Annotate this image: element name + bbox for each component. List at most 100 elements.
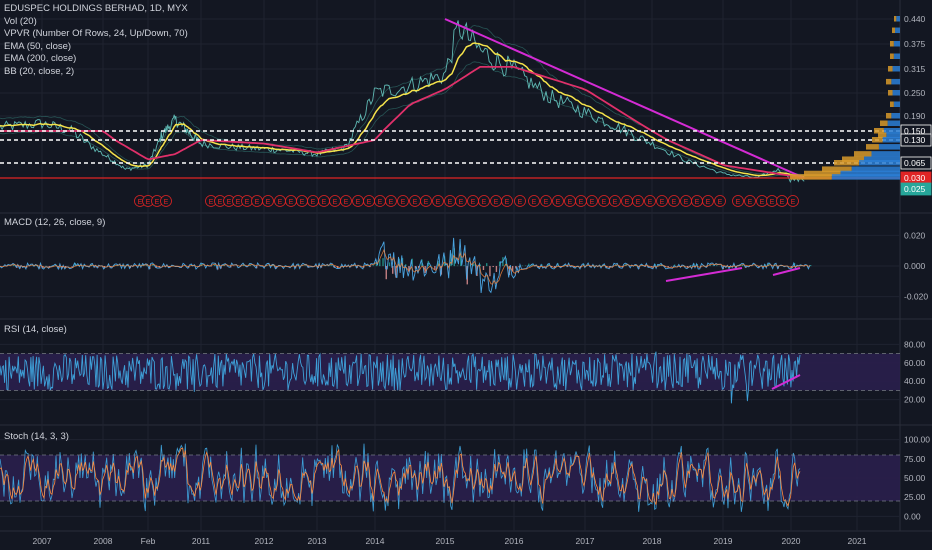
volume-profile-bar-up <box>893 101 900 107</box>
earnings-marker-label: E <box>255 199 260 206</box>
macd-line <box>0 237 811 294</box>
macd-histogram-bar <box>605 266 608 268</box>
volume-profile-bar-down <box>842 156 865 162</box>
rsi-tick-label: 60.00 <box>904 358 926 368</box>
support-levels <box>0 18 900 502</box>
price-level-badge-label: 0.150 <box>904 126 926 136</box>
price-level-badge-label: 0.065 <box>904 158 926 168</box>
rsi-tick-label: 80.00 <box>904 339 926 349</box>
earnings-marker <box>714 195 726 207</box>
earnings-marker-label: E <box>289 199 294 206</box>
earnings-marker-label: E <box>544 199 549 206</box>
volume-profile-bar-up <box>891 78 900 85</box>
price-level-badge <box>900 156 932 170</box>
earnings-marker-label: E <box>494 199 499 206</box>
stoch-tick-label: 25.00 <box>904 492 926 502</box>
price-tick-label: 0.440 <box>904 14 926 24</box>
rsi-legend[interactable]: RSI (14, close) <box>4 324 67 335</box>
volume-profile-bar-down <box>886 113 892 119</box>
earnings-marker-label: E <box>660 199 665 206</box>
earnings-marker-label: E <box>695 199 700 206</box>
earnings-marker-label: E <box>227 199 232 206</box>
macd-histogram-bar <box>547 263 549 267</box>
macd-histogram-bar <box>709 265 711 267</box>
earnings-marker <box>787 195 799 207</box>
macd-histogram-bar <box>388 262 391 267</box>
stoch-legend[interactable]: Stoch (14, 3, 3) <box>4 431 69 442</box>
volume-profile-bar-down <box>874 128 884 134</box>
legend-ema200[interactable]: EMA (200, close) <box>4 53 77 64</box>
macd-histogram-bar <box>810 265 812 267</box>
volume-profile-bar-down <box>880 120 888 126</box>
earnings-marker-label: E <box>164 199 169 206</box>
legend-vol[interactable]: Vol (20) <box>4 15 37 27</box>
earnings-marker-label: E <box>518 199 523 206</box>
earnings-marker-label: E <box>155 199 160 206</box>
earnings-marker <box>160 195 172 207</box>
macd-histogram-bar <box>379 259 381 267</box>
stoch-tick-label: 50.00 <box>904 473 926 483</box>
macd-tick-label: 0.020 <box>904 230 926 240</box>
earnings-marker-label: E <box>436 199 441 206</box>
earnings-marker <box>744 195 756 207</box>
macd-histogram-bar <box>479 264 481 267</box>
earnings-marker-label: E <box>344 199 349 206</box>
ema50-line <box>0 42 805 178</box>
price-tick-label: 0.250 <box>904 88 926 98</box>
earnings-marker-label: E <box>579 199 584 206</box>
earnings-marker-label: E <box>448 199 453 206</box>
macd-histogram-bar <box>670 266 673 267</box>
macd-histogram-bar <box>330 264 332 267</box>
time-tick-label: 2007 <box>33 536 52 546</box>
volume-profile-bar-down <box>822 166 852 172</box>
earnings-marker-label: E <box>209 199 214 206</box>
macd-histogram-bar <box>528 263 530 267</box>
earnings-marker-label: E <box>300 199 305 206</box>
earnings-marker-label: E <box>378 199 383 206</box>
earnings-marker-label: E <box>278 199 283 206</box>
earnings-marker-label: E <box>672 199 677 206</box>
symbol-title[interactable]: EDUSPEC HOLDINGS BERHAD, 1D, MYX <box>4 3 188 14</box>
earnings-marker-label: E <box>532 199 537 206</box>
volume-profile-bar-up <box>840 170 900 177</box>
earnings-marker-label: E <box>459 199 464 206</box>
macd-histogram-bar <box>291 265 293 267</box>
earnings-marker-label: E <box>760 199 765 206</box>
earnings-marker <box>455 195 467 207</box>
earnings-marker-label: E <box>770 199 775 206</box>
time-tick-label: 2020 <box>782 536 801 546</box>
earnings-marker <box>262 195 274 207</box>
macd-legend[interactable]: MACD (12, 26, close, 9) <box>4 217 106 228</box>
macd-histogram-bar <box>567 266 569 267</box>
price-trendline <box>444 18 805 179</box>
macd-histogram-bar <box>460 251 462 267</box>
volume-profile-bar-down <box>890 101 894 107</box>
macd-histogram-bar <box>324 265 326 267</box>
earnings-marker <box>420 195 432 207</box>
earnings-marker <box>668 195 680 207</box>
legend-ema50[interactable]: EMA (50, close) <box>4 40 72 52</box>
macd-histogram-bar <box>515 266 517 269</box>
rsi-divergence-line <box>771 374 801 390</box>
earnings-marker <box>478 195 490 207</box>
macd-histogram-bar <box>667 266 669 268</box>
earnings-marker <box>732 195 744 207</box>
macd-histogram-bar <box>71 266 73 267</box>
volume-profile-bar-down <box>890 41 894 47</box>
legend-bb[interactable]: BB (20, close, 2) <box>4 65 75 77</box>
macd-histogram-bar <box>155 266 157 269</box>
macd-histogram-bar <box>554 266 556 268</box>
earnings-marker-label: E <box>590 199 595 206</box>
stoch-d-line <box>0 447 801 508</box>
macd-histogram-bar <box>272 265 274 267</box>
earnings-marker-label: E <box>791 199 796 206</box>
macd-histogram-bar <box>741 264 744 267</box>
stoch-tick-label: 75.00 <box>904 454 926 464</box>
earnings-marker <box>514 195 526 207</box>
macd-tick-label: 0.000 <box>904 261 926 271</box>
legend-vpvr[interactable]: VPVR (Number Of Rows, 24, Up/Down, 70) <box>4 28 188 39</box>
earnings-marker <box>397 195 409 207</box>
earnings-marker-label: E <box>718 199 723 206</box>
earnings-marker <box>644 195 656 207</box>
